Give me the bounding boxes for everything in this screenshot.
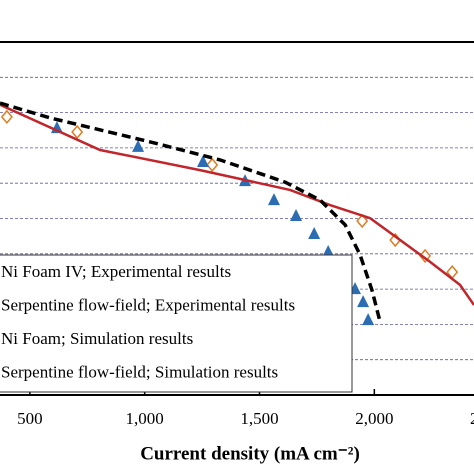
triangle-marker [197, 155, 210, 168]
legend-entry: Ni Foam; Simulation results [1, 329, 193, 348]
diamond-marker [71, 124, 84, 140]
x-tick-label: 2,000 [355, 409, 393, 428]
x-tick-label: 1,000 [126, 409, 164, 428]
triangle-marker [132, 139, 145, 152]
legend-entry: Serpentine flow-field; Experimental resu… [1, 295, 295, 314]
x-tick-label: 500 [17, 409, 43, 428]
series-line [0, 101, 382, 323]
triangle-marker [357, 295, 370, 308]
triangle-marker [267, 193, 280, 206]
x-tick-label: 1,500 [240, 409, 278, 428]
x-axis-label: Current density (mA cm⁻²) [140, 443, 360, 464]
triangle-marker [322, 245, 335, 258]
series-line [0, 103, 474, 306]
legend-box [0, 254, 353, 393]
legend-entry: Serpentine flow-field; Simulation result… [1, 362, 278, 381]
legend-entry: Ni Foam IV; Experimental results [1, 262, 231, 281]
plot-border [0, 41, 474, 396]
diamond-marker [0, 109, 13, 125]
triangle-marker [290, 209, 303, 222]
triangle-marker [308, 227, 321, 240]
x-tick-label: 2,500 [470, 409, 474, 428]
triangle-marker [362, 313, 375, 326]
diamond-marker [206, 157, 219, 173]
diamond-marker [356, 213, 369, 229]
